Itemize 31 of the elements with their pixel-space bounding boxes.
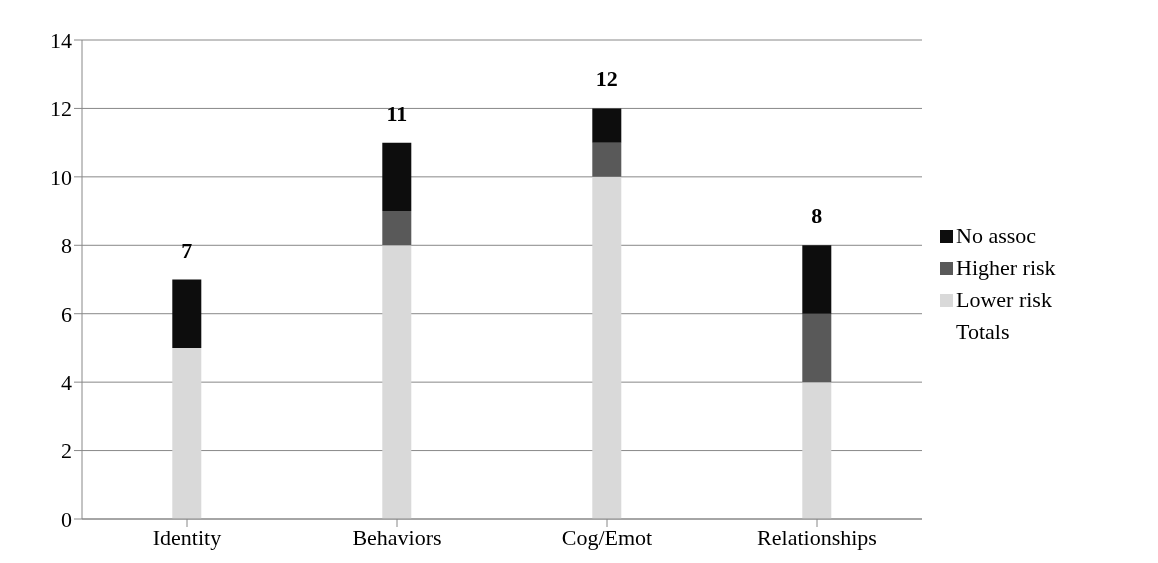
y-tick-label: 6 <box>61 301 72 327</box>
total-label: 8 <box>811 203 823 229</box>
x-tick-label: Relationships <box>757 524 877 550</box>
total-label: 7 <box>181 237 193 263</box>
bar <box>802 245 832 314</box>
y-tick-label: 14 <box>50 27 72 53</box>
y-tick-label: 8 <box>61 233 72 259</box>
legend-label: Lower risk <box>956 287 1052 313</box>
y-tick-label: 4 <box>61 369 72 395</box>
legend-label: Higher risk <box>956 255 1056 281</box>
bar <box>382 245 412 519</box>
y-tick-label: 0 <box>61 506 72 532</box>
bar <box>382 142 412 212</box>
total-label: 11 <box>386 100 408 126</box>
text: Totals <box>956 319 1010 345</box>
y-tick-label: 2 <box>61 438 72 464</box>
x-tick-label: Behaviors <box>352 524 442 550</box>
bar <box>172 279 202 348</box>
y-tick-label: 10 <box>50 164 72 190</box>
bar <box>592 176 622 519</box>
bar <box>172 347 202 519</box>
bar <box>382 211 412 246</box>
legend-label: No assoc <box>956 223 1037 249</box>
total-label: 12 <box>595 66 618 92</box>
y-tick-label: 12 <box>50 96 72 122</box>
bar <box>592 142 622 177</box>
x-tick-label: Cog/Emot <box>561 524 653 550</box>
bar <box>802 382 832 519</box>
x-tick-label: Identity <box>152 524 222 550</box>
bar <box>592 108 622 143</box>
bar <box>802 313 832 383</box>
